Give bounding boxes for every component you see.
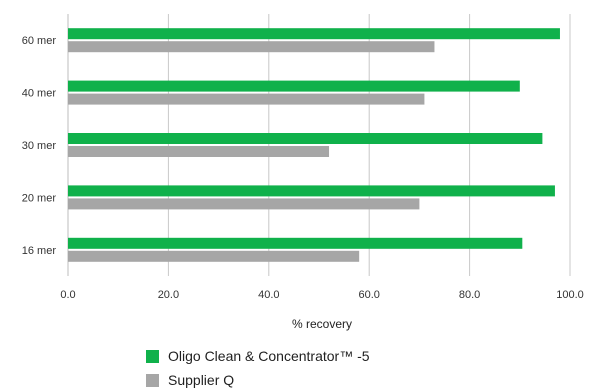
- bar-supplier-q: [68, 93, 425, 105]
- legend-item-supplier-q: Supplier Q: [146, 368, 370, 392]
- bar-supplier-q: [68, 146, 330, 157]
- y-tick-label: 40 mer: [22, 88, 57, 100]
- bar-oligo: [68, 133, 543, 144]
- bar-oligo: [68, 28, 560, 40]
- bar-oligo: [68, 237, 523, 249]
- y-tick-label: 60 mer: [22, 35, 57, 47]
- x-tick-label: 20.0: [158, 289, 179, 301]
- bar-chart-svg: 0.0 20.0 40.0 60.0 80.0 100.0 60 mer 40 mer 30 m…: [22, 14, 584, 331]
- y-tick-label: 16 mer: [22, 245, 57, 257]
- x-tick-label: 60.0: [358, 289, 379, 301]
- x-tick-label: 0.0: [60, 289, 75, 301]
- x-axis-label: % recovery: [292, 317, 352, 331]
- x-tick-label: 80.0: [459, 289, 480, 301]
- y-tick-label: 30 mer: [22, 140, 57, 152]
- x-tick-label: 100.0: [556, 289, 584, 301]
- bar-oligo: [68, 80, 520, 92]
- legend-label-oligo: Oligo Clean & Concentrator™ -5: [168, 348, 370, 364]
- legend-item-oligo: Oligo Clean & Concentrator™ -5: [146, 344, 370, 368]
- bar-supplier-q: [68, 250, 360, 262]
- bar-supplier-q: [68, 198, 420, 210]
- legend-swatch-supplier-q: [146, 373, 159, 387]
- bar-oligo: [68, 185, 555, 197]
- y-tick-label: 20 mer: [22, 192, 57, 204]
- x-tick-label: 40.0: [258, 289, 279, 301]
- legend-label-supplier-q: Supplier Q: [168, 372, 235, 388]
- bar-supplier-q: [68, 41, 435, 53]
- legend: Oligo Clean & Concentrator™ -5 Supplier …: [146, 344, 370, 392]
- legend-swatch-oligo: [146, 349, 159, 363]
